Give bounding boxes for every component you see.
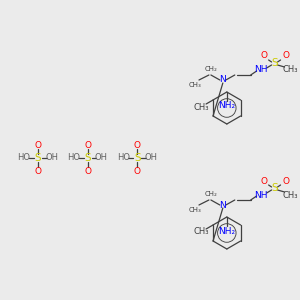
Text: N: N [220,76,226,85]
Text: CH₃: CH₃ [193,227,209,236]
Text: OH: OH [95,154,108,163]
Text: O: O [282,52,289,61]
Text: HO: HO [17,154,30,163]
Text: O: O [34,140,41,149]
Text: HO: HO [117,154,130,163]
Text: CH₂: CH₂ [205,66,217,72]
Text: S: S [134,153,141,163]
Text: O: O [260,176,267,185]
Text: CH₂: CH₂ [205,191,217,197]
Text: CH₃: CH₃ [193,103,209,112]
Text: S: S [271,58,278,68]
Text: O: O [134,167,141,176]
Text: O: O [34,167,41,176]
Text: CH₃: CH₃ [283,190,298,200]
Text: NH: NH [254,65,267,74]
Text: NH₂: NH₂ [218,101,236,110]
Text: S: S [34,153,41,163]
Text: O: O [134,140,141,149]
Text: O: O [84,140,91,149]
Text: CH₃: CH₃ [283,65,298,74]
Text: S: S [84,153,91,163]
Text: CH₃: CH₃ [189,82,201,88]
Text: N: N [220,200,226,209]
Text: CH₃: CH₃ [189,207,201,213]
Text: HO: HO [67,154,80,163]
Text: NH: NH [254,190,267,200]
Text: OH: OH [145,154,158,163]
Text: O: O [260,52,267,61]
Text: NH₂: NH₂ [218,226,236,236]
Text: OH: OH [45,154,58,163]
Text: S: S [271,183,278,193]
Text: O: O [282,176,289,185]
Text: O: O [84,167,91,176]
